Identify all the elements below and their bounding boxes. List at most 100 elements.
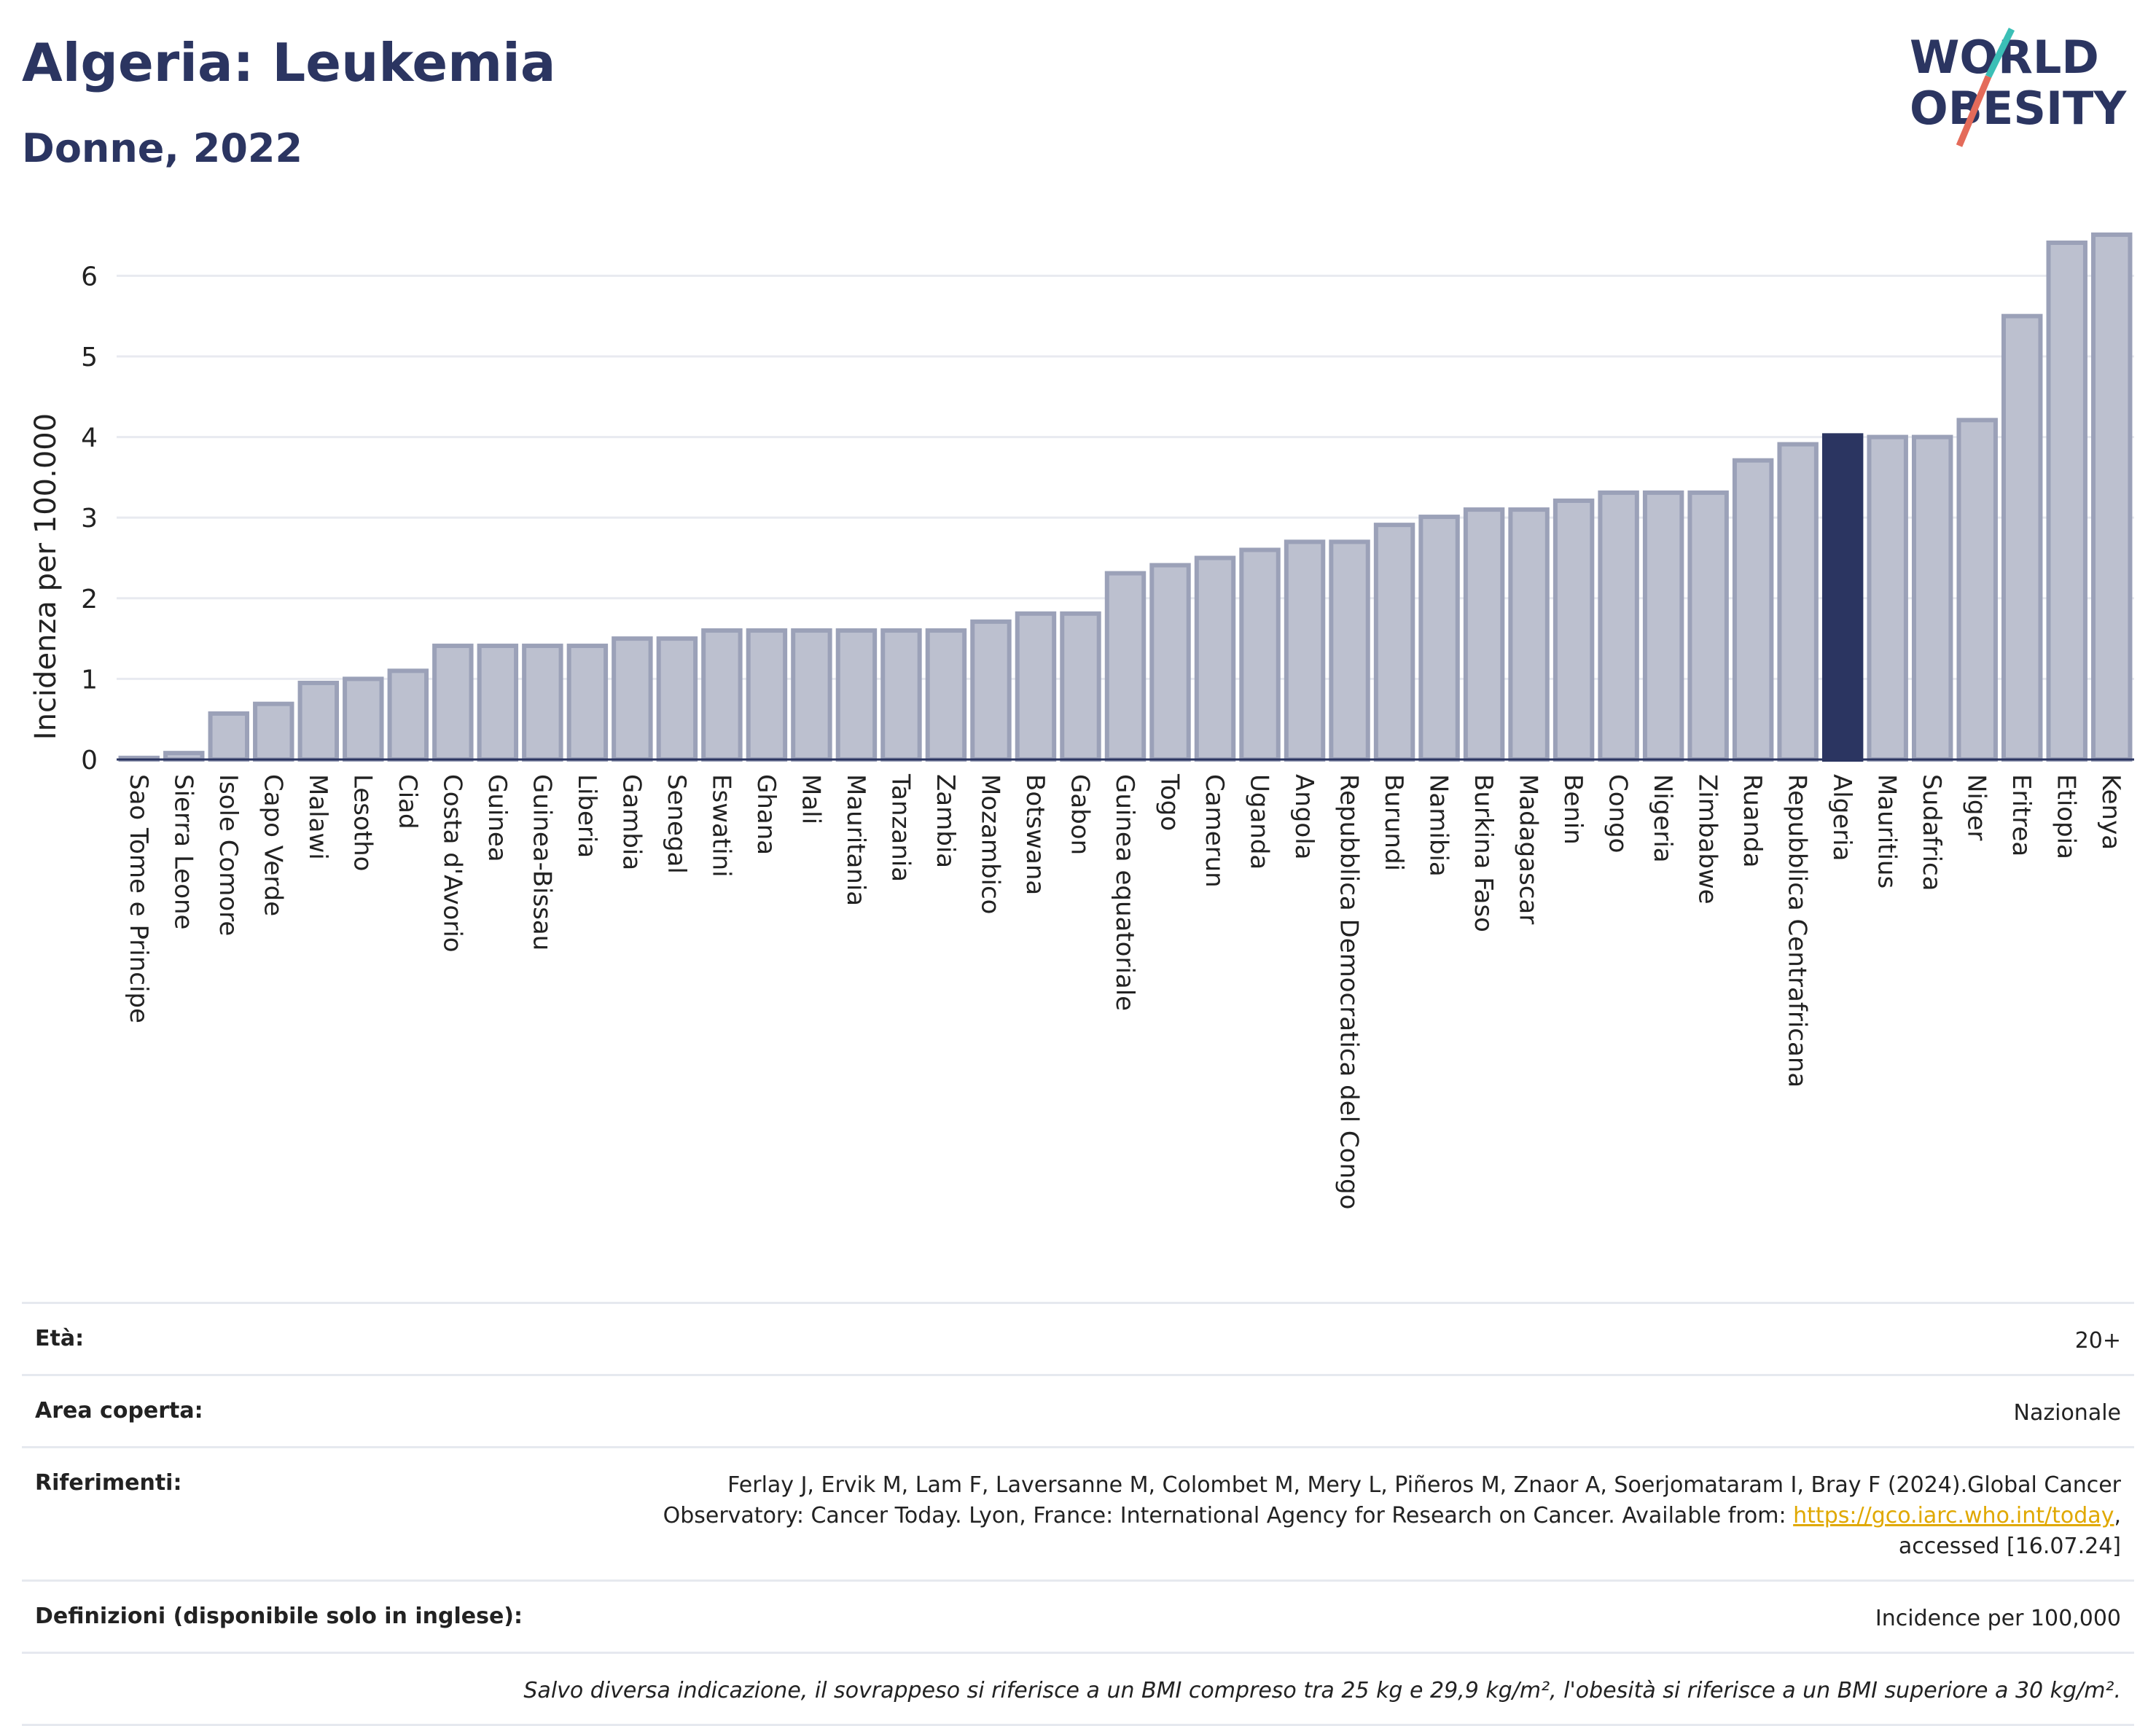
x-tick-label: Capo Verde	[258, 774, 287, 916]
bar	[1598, 490, 1639, 762]
area-value: Nazionale	[2013, 1400, 2121, 1426]
x-tick-label: Mauritius	[1872, 774, 1902, 889]
bars	[118, 232, 2133, 762]
bar	[2001, 313, 2043, 762]
bar	[1777, 442, 1819, 762]
y-axis-label: Incidenza per 100.000	[29, 413, 63, 740]
bar	[1732, 458, 1774, 762]
meta-row-note: Salvo diversa indicazione, il sovrappeso…	[22, 1652, 2134, 1726]
chart-title: Algeria: Leukemia	[22, 32, 556, 93]
x-tick-label: Mauritania	[841, 774, 870, 906]
y-tick-label: 2	[81, 585, 98, 614]
meta-row-riferimenti: Riferimenti: Ferlay J, Ervik M, Lam F, L…	[22, 1446, 2134, 1579]
metadata-table: Età: 20+ Area coperta: Nazionale Riferim…	[22, 1302, 2134, 1726]
x-tick-label: Ciad	[393, 774, 422, 829]
definizioni-value: Incidence per 100,000	[1875, 1606, 2121, 1631]
x-tick-label: Zambia	[931, 774, 960, 868]
x-tick-label: Congo	[1604, 774, 1633, 853]
x-tick-label: Lesotho	[348, 774, 377, 871]
bar	[1418, 515, 1460, 762]
y-tick-labels: 0 1 2 3 4 5 6	[81, 262, 98, 776]
x-tick-label: Togo	[1155, 773, 1184, 831]
bar	[253, 701, 294, 762]
bar	[1015, 611, 1057, 762]
y-tick-label: 5	[81, 343, 98, 372]
bar	[1329, 539, 1370, 762]
x-tick-label: Sudafrica	[1917, 774, 1946, 891]
bar	[1956, 418, 1998, 762]
riferimenti-line3: accessed [16.07.24]	[1898, 1534, 2121, 1559]
y-tick-label: 4	[81, 423, 98, 453]
x-tick-label: Gabon	[1065, 774, 1094, 855]
eta-value: 20+	[2074, 1328, 2121, 1354]
bar	[343, 676, 384, 762]
bar-chart: 0 1 2 3 4 5 6 Sao Tome e Principe Sierra Leone I…	[29, 232, 2134, 1209]
bar	[1642, 490, 1684, 762]
bmi-note: Salvo diversa indicazione, il sovrappeso…	[523, 1678, 2121, 1703]
bar	[1552, 498, 1595, 762]
x-tick-label: Repubblica Democratica del Congo	[1335, 774, 1364, 1209]
x-tick-label: Ghana	[751, 774, 781, 855]
bar	[297, 680, 340, 762]
bar	[1821, 433, 1864, 762]
chart-subtitle: Donne, 2022	[22, 125, 303, 171]
bar	[387, 668, 429, 762]
logo-line2: OBESITY	[1910, 82, 2127, 135]
bar	[566, 644, 609, 762]
riferimenti-value: Ferlay J, Ervik M, Lam F, Laversanne M, …	[663, 1470, 2121, 1562]
bar	[208, 711, 249, 762]
x-category-labels: Sao Tome e Principe Sierra Leone Isole Com…	[124, 773, 2125, 1209]
x-tick-label: Malawi	[303, 774, 332, 860]
x-tick-label: Camerun	[1200, 774, 1229, 888]
bar	[2046, 241, 2087, 762]
bar	[1060, 611, 1101, 762]
bar	[880, 628, 922, 762]
bar	[1104, 571, 1147, 762]
x-tick-label: Repubblica Centrafricana	[1783, 774, 1812, 1087]
meta-row-area: Area coperta: Nazionale	[22, 1374, 2134, 1446]
y-tick-label: 0	[81, 746, 98, 776]
x-tick-label: Nigeria	[1648, 774, 1677, 863]
x-tick-label: Botswana	[1020, 774, 1050, 895]
x-tick-label: Sao Tome e Principe	[124, 774, 153, 1023]
bar	[746, 628, 788, 762]
riferimenti-line2-end: ,	[2114, 1503, 2121, 1528]
bar	[1373, 523, 1415, 762]
bar	[1149, 563, 1191, 762]
bar	[701, 628, 743, 762]
x-tick-label: Algeria	[1827, 774, 1856, 861]
x-tick-label: Costa d'Avorio	[437, 774, 466, 953]
bar	[1284, 539, 1326, 762]
y-tick-label: 3	[81, 504, 98, 534]
x-tick-label: Zimbabwe	[1693, 774, 1722, 905]
x-tick-label: Namibia	[1424, 774, 1453, 877]
bar	[925, 628, 967, 762]
x-tick-label: Sierra Leone	[168, 774, 198, 929]
area-label: Area coperta:	[35, 1398, 203, 1424]
riferimenti-link[interactable]: https://gco.iarc.who.int/today	[1793, 1503, 2114, 1528]
x-tick-label: Niger	[1962, 774, 1991, 840]
x-tick-label: Mali	[796, 774, 825, 824]
bar	[2091, 232, 2133, 762]
bar	[432, 644, 474, 762]
bar	[1687, 490, 1729, 762]
bar	[656, 636, 698, 762]
meta-row-eta: Età: 20+	[22, 1302, 2134, 1374]
x-tick-label: Liberia	[572, 774, 601, 858]
x-tick-label: Eritrea	[2007, 774, 2036, 856]
bar	[1911, 434, 1953, 762]
x-tick-label: Senegal	[662, 774, 691, 874]
y-tick-label: 6	[81, 262, 98, 292]
x-tick-label: Isole Comore	[214, 774, 243, 936]
x-tick-label: Eswatini	[706, 774, 735, 878]
bar	[1194, 555, 1236, 762]
logo-slash-teal	[1985, 28, 2015, 78]
world-obesity-logo: WORLD OBESITY	[1910, 28, 2127, 147]
x-tick-label: Gambia	[617, 774, 646, 870]
definizioni-label: Definizioni (disponibile solo in inglese…	[35, 1604, 523, 1629]
x-tick-label: Guinea equatoriale	[1110, 774, 1139, 1011]
x-tick-label: Mozambico	[975, 774, 1004, 914]
x-tick-label: Uganda	[1245, 774, 1274, 870]
x-tick-label: Burundi	[1379, 774, 1408, 871]
bar	[970, 619, 1012, 762]
